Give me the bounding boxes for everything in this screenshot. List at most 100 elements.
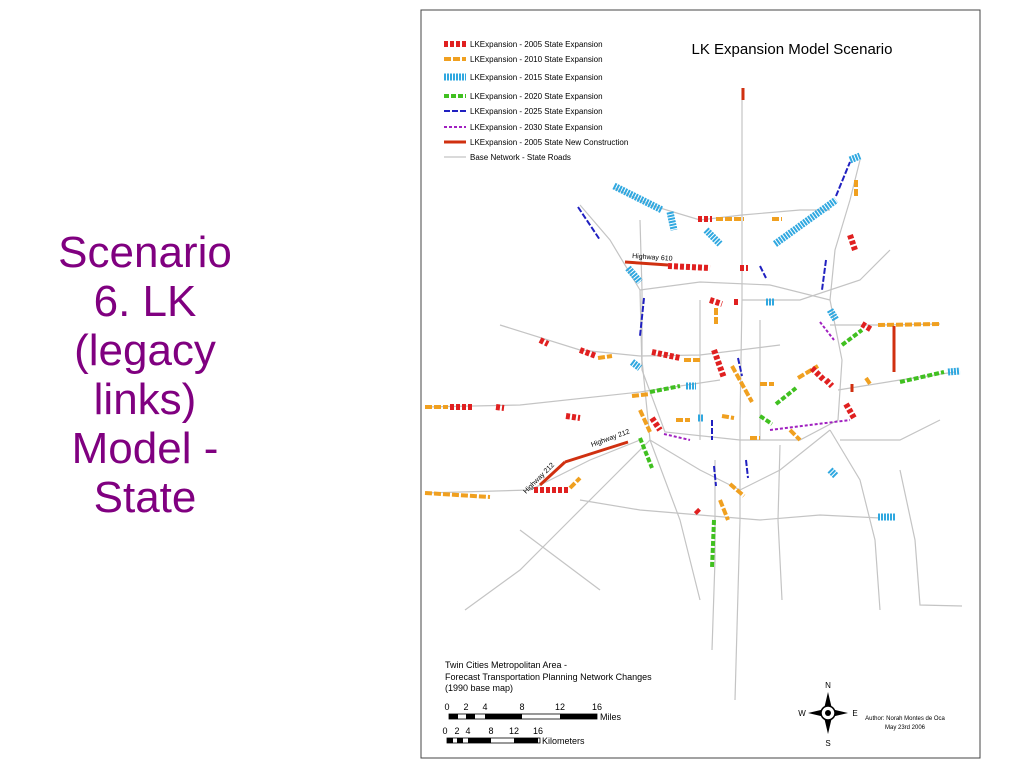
scale-tick-label: 2 (463, 702, 468, 712)
compass-label: S (825, 739, 830, 748)
expansion-link (663, 433, 691, 441)
legend-label: LKExpansion - 2015 State Expansion (470, 73, 603, 82)
expansion-link (788, 428, 802, 442)
expansion-link (823, 377, 835, 389)
expansion-link (769, 419, 851, 431)
expansion-link (711, 348, 727, 380)
expansion-link (835, 161, 851, 197)
road (734, 88, 743, 701)
expansion-link (577, 206, 601, 241)
expansion-link (772, 197, 839, 247)
compass-label: W (798, 709, 806, 718)
legend-label: LKExpansion - 2005 State New Constructio… (470, 138, 628, 147)
road-label: Highway 610 (632, 253, 673, 263)
scale-bar (447, 738, 453, 743)
expansion-link (758, 414, 774, 426)
road (519, 529, 601, 591)
legend-symbols (444, 41, 466, 158)
expansion-link (565, 413, 581, 421)
expansion-link (666, 211, 678, 231)
map-info: (1990 base map) (445, 683, 513, 693)
legend-label: LKExpansion - 2025 State Expansion (470, 107, 603, 116)
scale-tick-label: 12 (555, 702, 565, 712)
road (499, 324, 781, 357)
title-line: Model - (71, 424, 219, 473)
scale-tick-label: 8 (488, 726, 493, 736)
expansion-link (728, 482, 746, 498)
expansion-link (864, 376, 872, 386)
road (579, 204, 641, 291)
expansion-link (809, 365, 827, 383)
expansion-link (721, 414, 735, 420)
legend-label: LKExpansion - 2010 State Expansion (470, 55, 603, 64)
scale-tick-label: 0 (444, 702, 449, 712)
expansion-link (495, 404, 505, 411)
legend-label: LKExpansion - 2005 State Expansion (470, 40, 603, 49)
author-date: May 23rd 2006 (885, 725, 926, 731)
expansion-link (774, 386, 798, 406)
scale-unit: Kilometers (542, 736, 585, 746)
road (579, 499, 881, 521)
scale-bar (466, 714, 475, 719)
scale-bar (449, 714, 458, 719)
expansion-link (578, 347, 598, 359)
scale-bar (560, 714, 597, 719)
map-title: LK Expansion Model Scenario (692, 41, 893, 58)
expansion-link (821, 259, 827, 291)
title-line: (legacy (74, 326, 216, 375)
road (711, 460, 716, 651)
compass: N S W E (798, 681, 857, 748)
title-line: Scenario (58, 228, 232, 277)
scale-bar (457, 738, 463, 743)
expansion-link (737, 357, 743, 377)
expansion-link (597, 354, 613, 360)
author: Author: Norah Montes de Oca (865, 716, 945, 722)
scale-tick-label: 16 (592, 702, 602, 712)
legend-label: LKExpansion - 2020 State Expansion (470, 92, 603, 101)
expansion-link (649, 416, 663, 432)
road (424, 439, 641, 494)
road (899, 469, 963, 607)
expansion-link (843, 402, 857, 420)
title-line: 6. LK (93, 277, 197, 326)
expansion-link (759, 265, 767, 279)
scale-tick-label: 4 (482, 702, 487, 712)
expansion-link (564, 440, 629, 464)
expansion-link (538, 460, 567, 487)
scale-tick-label: 8 (519, 702, 524, 712)
expansion-link (745, 459, 749, 479)
expansion-links (424, 88, 961, 569)
title-line: State (93, 473, 197, 522)
expansion-link (713, 465, 717, 487)
expansion-link (860, 321, 874, 333)
scale-miles: 0 2 4 8 12 16 Miles (444, 702, 621, 722)
expansion-link (568, 476, 582, 490)
road (840, 419, 941, 441)
scale-tick-label: 4 (465, 726, 470, 736)
expansion-link (649, 384, 681, 394)
scale-tick-label: 2 (454, 726, 459, 736)
expansion-link (625, 265, 643, 285)
slide-title: Scenario 6. LK (legacy links) Model - State (20, 228, 270, 522)
expansion-link (538, 337, 550, 347)
scale-tick-label: 16 (533, 726, 543, 736)
expansion-link (827, 467, 839, 479)
compass-label: E (852, 709, 857, 718)
scale-km: 0 2 4 8 12 16 Kilometers (442, 726, 585, 746)
road (639, 281, 843, 441)
expansion-link (638, 437, 654, 469)
scale-unit: Miles (600, 712, 622, 722)
expansion-link (638, 409, 652, 433)
expansion-link (877, 322, 941, 327)
expansion-link (848, 152, 862, 164)
scale-bar (468, 738, 491, 743)
expansion-link (899, 370, 945, 384)
expansion-link (631, 392, 651, 398)
expansion-link (730, 365, 754, 403)
scale-tick-label: 12 (509, 726, 519, 736)
scale-bar (514, 738, 538, 743)
road (639, 219, 701, 601)
expansion-link (667, 263, 711, 271)
expansion-link (840, 328, 864, 347)
